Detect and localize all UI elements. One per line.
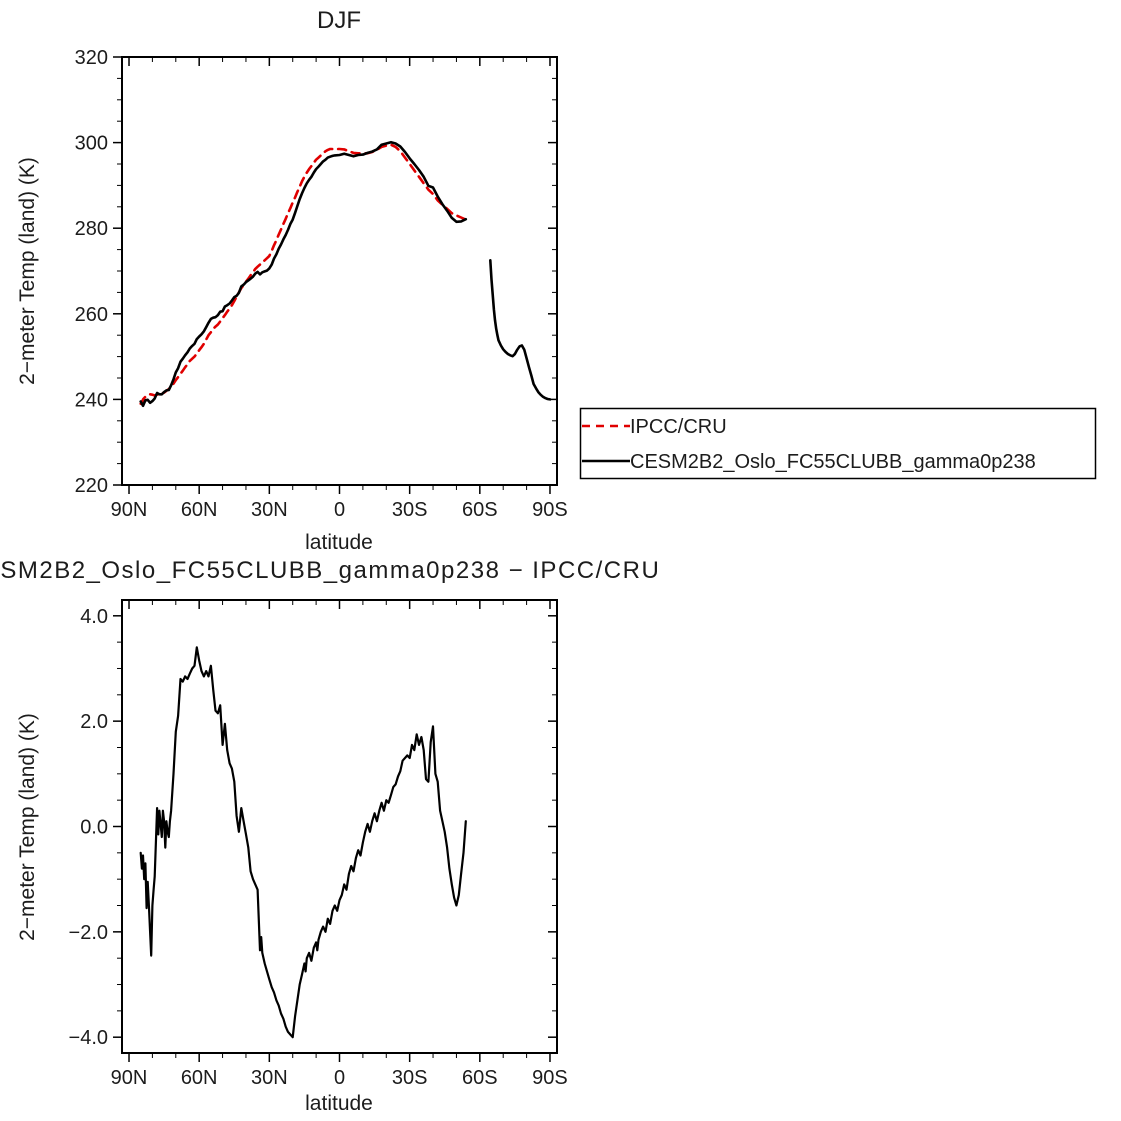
legend-label-ipcc-cru: IPCC/CRU xyxy=(630,416,727,438)
chart-title-djf: DJF xyxy=(317,7,361,34)
plot-border xyxy=(121,599,558,1054)
djf-temperature-chart: DJF 2−meter Temp (land) (K) latitude 90N… xyxy=(16,7,1097,554)
x-tick-label: 30N xyxy=(251,1067,288,1089)
x-tick-label: 60S xyxy=(462,499,498,521)
legend-box xyxy=(579,407,1097,480)
x-tick-label: 60N xyxy=(181,499,218,521)
y-axis-label-top-chart: 2−meter Temp (land) (K) xyxy=(16,157,39,385)
x-tick-label: 0 xyxy=(334,499,345,521)
x-axis-label-bottom-chart: latitude xyxy=(305,1092,373,1115)
x-axis-label-top-chart: latitude xyxy=(305,531,373,554)
y-tick-label: −4.0 xyxy=(69,1027,108,1049)
y-tick-label: 0.0 xyxy=(80,817,108,839)
difference-chart: CESM2B2_Oslo_FC55CLUBB_gamma0p238 − IPCC… xyxy=(0,557,660,1115)
y-tick-label: 300 xyxy=(75,133,108,155)
x-tick-label: 90S xyxy=(532,499,568,521)
y-tick-label: 320 xyxy=(75,47,108,69)
x-tick-label: 60N xyxy=(181,1067,218,1089)
y-tick-label: 280 xyxy=(75,218,108,240)
x-tick-label: 30N xyxy=(251,499,288,521)
x-tick-label: 30S xyxy=(392,1067,428,1089)
series-line-cesm-minus-ipcc xyxy=(139,646,467,1039)
y-axis-label-bottom-chart: 2−meter Temp (land) (K) xyxy=(16,713,39,941)
x-tick-label: 90S xyxy=(532,1067,568,1089)
top-chart-plot-area: 90N 60N 30N 0 30S 60S 90S 220 240 260 280 300 320 xyxy=(75,47,568,521)
series-line-cesm xyxy=(488,258,552,401)
y-tick-label: 220 xyxy=(75,475,108,497)
bottom-chart-plot-area: 90N 60N 30N 0 30S 60S 90S −4.0 −2.0 0.0 2.0 4.0 xyxy=(69,599,568,1089)
x-tick-label: 30S xyxy=(392,499,428,521)
x-tick-label: 90N xyxy=(111,1067,148,1089)
x-tick-label: 0 xyxy=(334,1067,345,1089)
y-tick-label: 2.0 xyxy=(80,711,108,733)
x-tick-label: 90N xyxy=(111,499,148,521)
y-tick-label: 260 xyxy=(75,304,108,326)
legend-label-cesm: CESM2B2_Oslo_FC55CLUBB_gamma0p238 xyxy=(630,451,1036,473)
chart-title-difference: CESM2B2_Oslo_FC55CLUBB_gamma0p238 − IPCC… xyxy=(0,557,660,584)
legend: IPCC/CRU CESM2B2_Oslo_FC55CLUBB_gamma0p2… xyxy=(579,407,1097,480)
y-tick-label: −2.0 xyxy=(69,922,108,944)
x-tick-label: 60S xyxy=(462,1067,498,1089)
series-line-ipcc-cru xyxy=(139,143,468,406)
y-tick-label: 4.0 xyxy=(80,606,108,628)
series-line-cesm xyxy=(139,140,468,408)
y-tick-label: 240 xyxy=(75,389,108,411)
